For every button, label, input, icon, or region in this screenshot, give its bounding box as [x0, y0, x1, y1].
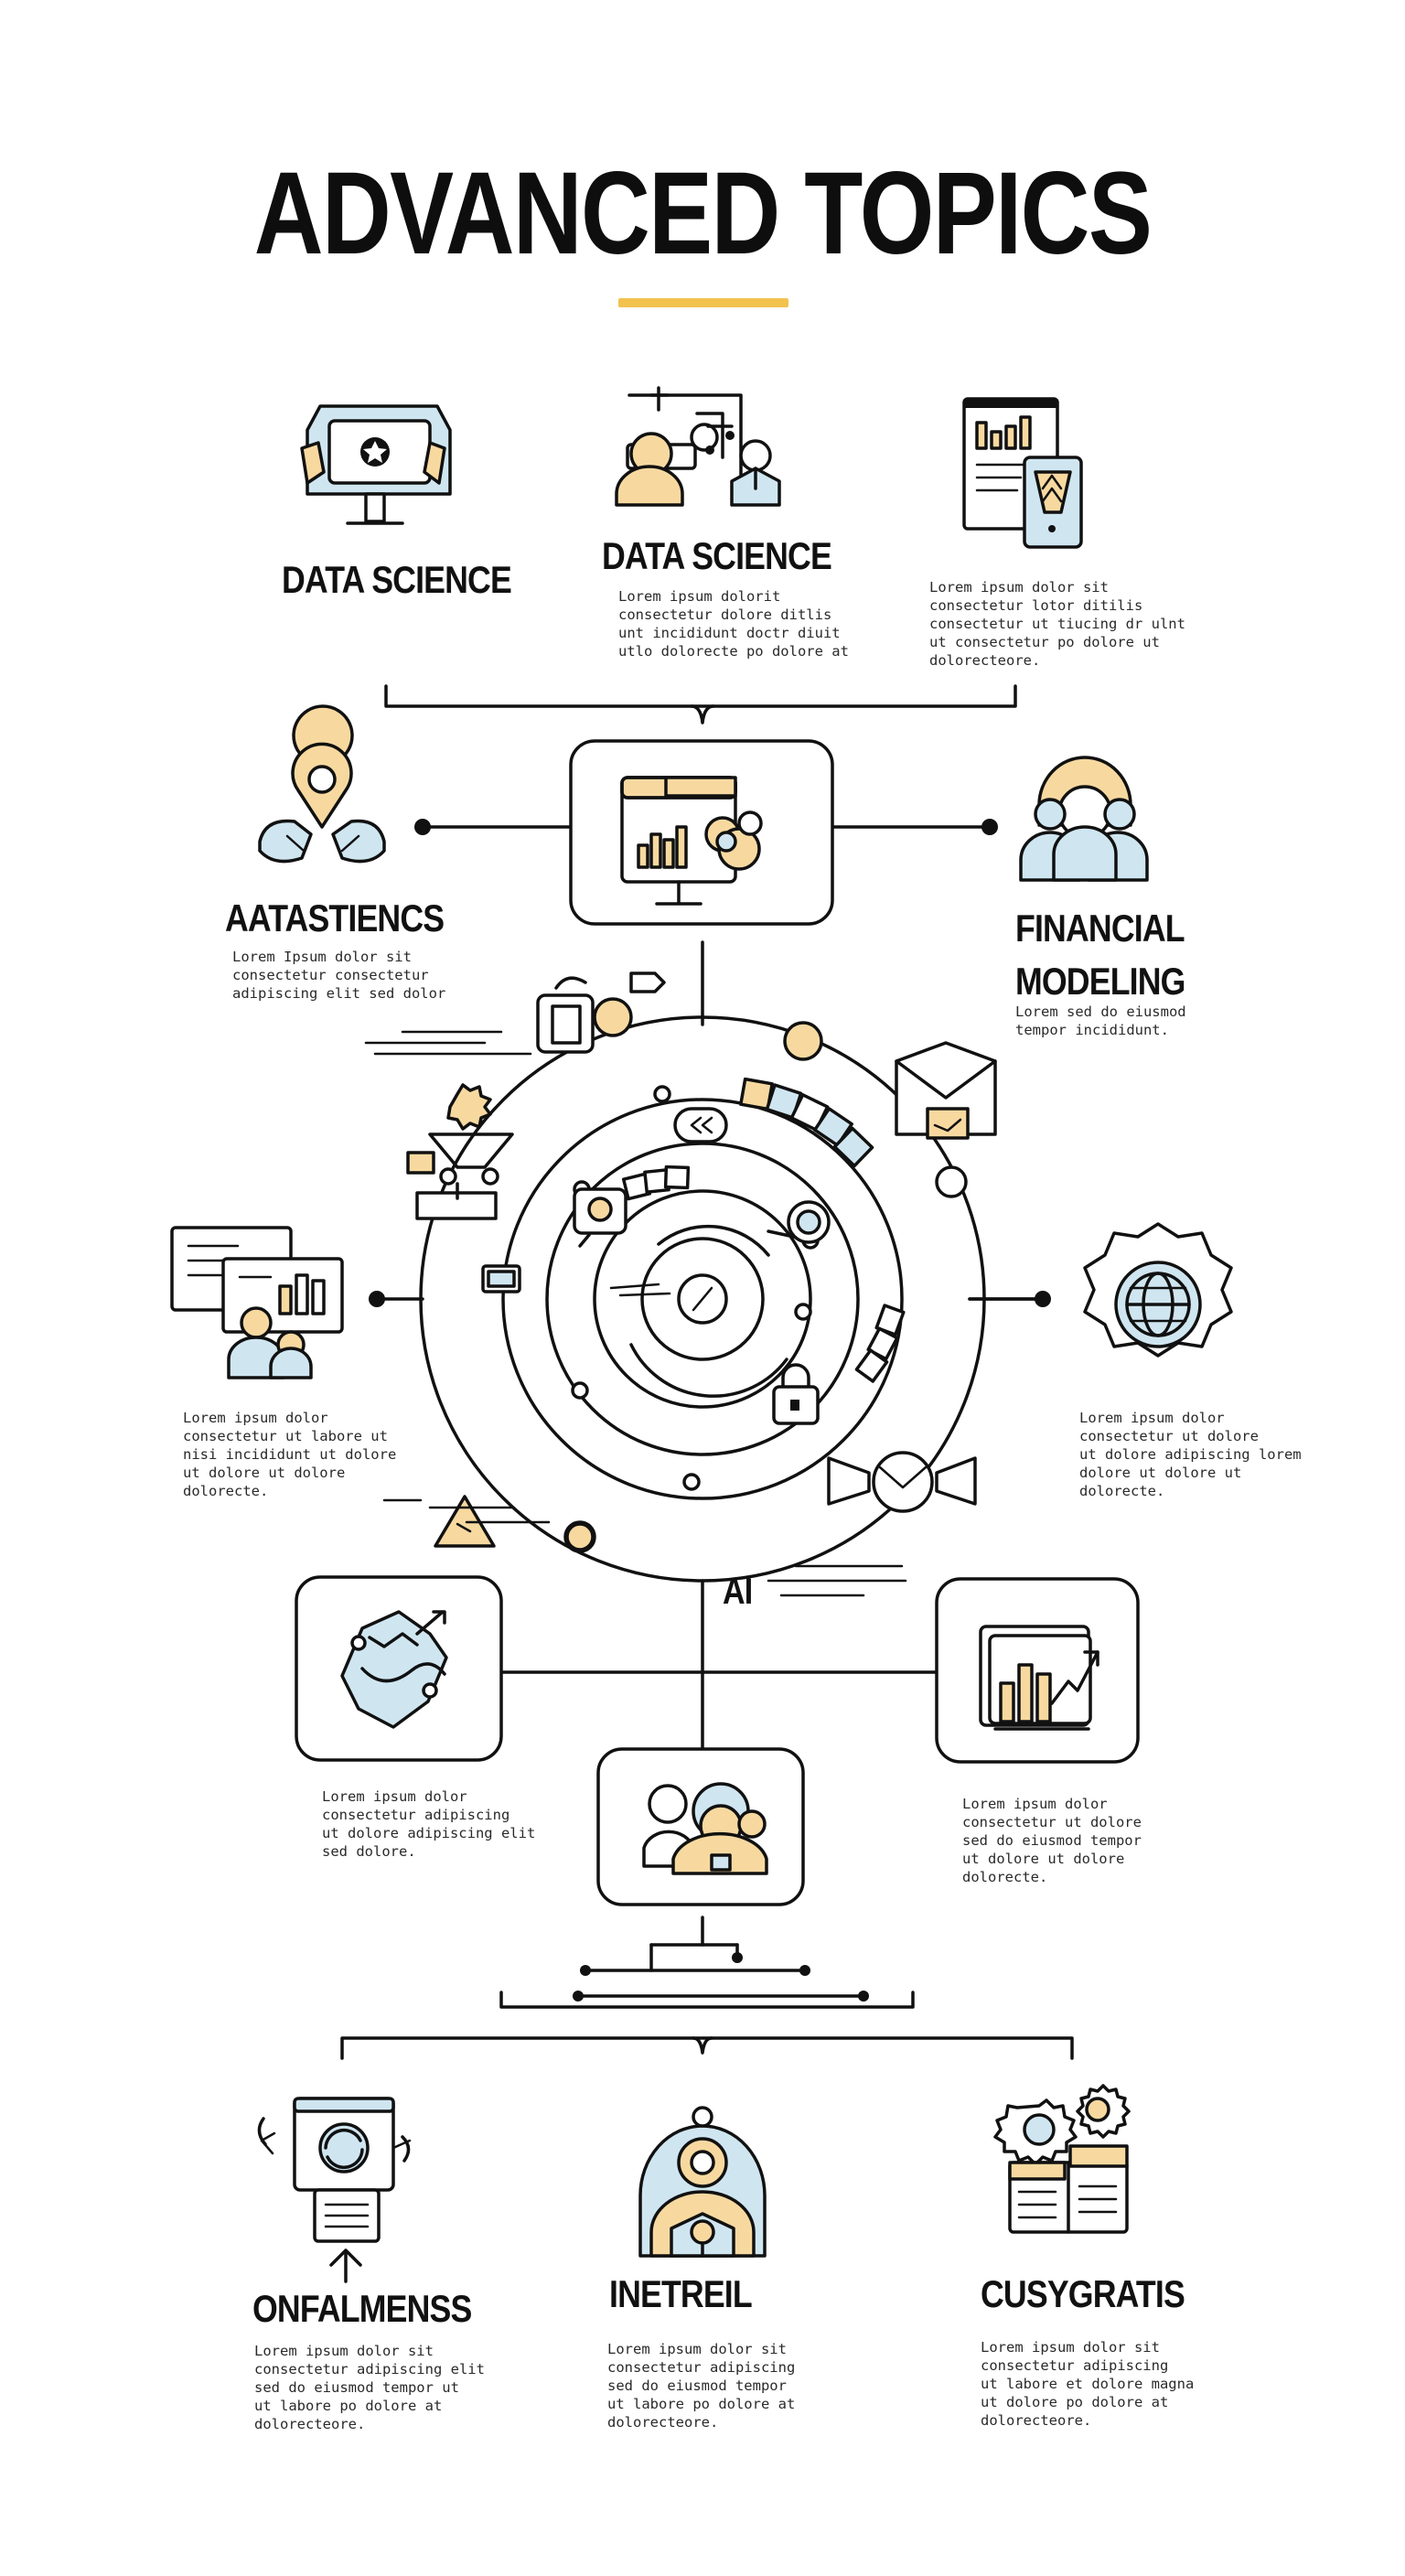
location-pin-icon — [258, 704, 386, 864]
left-side-body: Lorem ipsum dolor consectetur ut labore … — [183, 1410, 397, 1499]
bottom-left-body: Lorem ipsum dolor sit consectetur adipis… — [254, 2343, 485, 2432]
bottom-tree — [340, 1916, 1074, 2060]
left-mid-body: Lorem Ipsum dolor sit consectetur consec… — [232, 949, 446, 1002]
progress-band-top — [739, 1077, 874, 1168]
lower-right-body: Lorem ipsum dolor consectetur ut dolore … — [962, 1796, 1142, 1885]
top-center-label: DATA SCIENCE — [602, 534, 832, 577]
right-mid-body: Lorem sed do eiusmod tempor incididunt. — [1015, 1004, 1186, 1038]
left-mid-label: AATASTIENCS — [225, 896, 445, 939]
gear-funnel-icon — [406, 1083, 514, 1220]
top-left-label: DATA SCIENCE — [282, 558, 512, 601]
top-right-body: Lorem ipsum dolor sit consectetur lotor … — [929, 579, 1185, 669]
gears-calendar-icon — [993, 2084, 1131, 2234]
page-title: ADVANCED TOPICS — [253, 148, 1153, 279]
bowtie-icon — [827, 1451, 977, 1513]
envelope-box-icon — [895, 1041, 997, 1140]
lower-left-body: Lorem ipsum dolor consectetur adipiscing… — [322, 1788, 536, 1860]
map-pin-orbit-icon — [573, 1187, 627, 1248]
lock-icon — [772, 1363, 820, 1425]
right-side-body: Lorem ipsum dolor consectetur ut dolore … — [1079, 1410, 1302, 1499]
bottom-center-body: Lorem ipsum dolor sit consectetur adipis… — [607, 2341, 796, 2431]
people-network-icon — [615, 386, 781, 507]
top-bracket — [384, 684, 1017, 724]
magnifier-icon — [767, 1200, 831, 1244]
progress-band-inner — [621, 1165, 691, 1201]
speed-lines-ai — [767, 1564, 907, 1597]
user-group-box — [596, 1747, 805, 1906]
center-analytics-box — [569, 739, 834, 926]
browser-gear-icon — [257, 2097, 412, 2283]
lower-connectors — [499, 1579, 938, 1758]
team-group-icon — [1019, 756, 1149, 882]
progress-band-right — [854, 1304, 906, 1383]
bottom-left-label: ONFALMENSS — [252, 2287, 472, 2330]
bottom-center-label: INETREIL — [609, 2272, 753, 2315]
monitor-small-icon — [481, 1264, 521, 1293]
bottom-right-body: Lorem ipsum dolor sit consectetur adipis… — [981, 2339, 1195, 2429]
document-chart-icon — [962, 397, 1083, 549]
top-center-body: Lorem ipsum dolorit consectetur dolore d… — [618, 588, 849, 660]
camera-frame-icon — [536, 971, 666, 1054]
ai-chip-box — [295, 1575, 503, 1762]
bottom-right-label: CUSYGRATIS — [981, 2272, 1185, 2315]
title-underline — [618, 298, 788, 307]
ai-label: AI — [723, 1572, 753, 1612]
globe-badge-icon — [1083, 1222, 1233, 1358]
dashboard-monitor-icon — [300, 404, 452, 525]
speed-lines-left — [364, 1030, 671, 1524]
person-badge-icon — [638, 2106, 767, 2258]
chat-bubble-icon — [673, 1107, 728, 1143]
right-mid-label: FINANCIAL MODELING — [1015, 907, 1185, 1003]
reports-stack-icon — [170, 1226, 344, 1379]
growth-chart-box — [935, 1577, 1140, 1764]
